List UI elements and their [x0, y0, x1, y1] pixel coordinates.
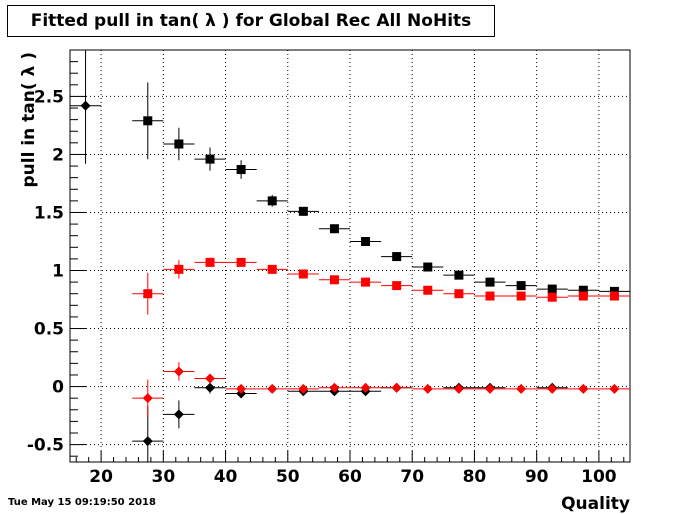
data-point	[142, 436, 153, 447]
x-axis-title: Quality	[561, 494, 630, 514]
y-tick-label: -0.5	[27, 436, 64, 456]
data-point	[578, 291, 588, 301]
data-point	[267, 383, 278, 394]
data-point	[516, 383, 527, 394]
data-point	[143, 116, 153, 126]
data-point	[361, 236, 371, 246]
data-point	[236, 165, 246, 175]
data-point	[80, 100, 91, 111]
data-point	[174, 139, 184, 149]
plot-frame	[69, 49, 631, 463]
data-point	[298, 383, 309, 394]
x-tick-label: 40	[214, 467, 238, 487]
x-tick-label: 30	[151, 467, 175, 487]
data-series	[70, 50, 630, 462]
data-point	[547, 292, 557, 302]
x-tick-label: 60	[338, 467, 362, 487]
data-point	[454, 270, 464, 280]
y-tick-label: 0	[52, 378, 64, 398]
data-point	[485, 383, 495, 394]
x-tick-label: 100	[581, 467, 617, 487]
data-point	[578, 285, 588, 295]
data-point	[516, 281, 526, 291]
x-tick-label: 20	[89, 467, 113, 487]
data-point	[423, 285, 433, 295]
x-tick-label: 80	[463, 467, 487, 487]
data-point	[329, 224, 339, 234]
data-point	[361, 277, 371, 287]
data-point	[423, 262, 433, 272]
data-point	[453, 383, 464, 394]
y-tick-label: 1	[52, 262, 64, 282]
data-point	[205, 382, 215, 393]
data-point	[142, 393, 153, 404]
series-1	[132, 82, 630, 296]
series-2	[132, 257, 630, 315]
data-point	[485, 291, 495, 301]
data-point	[516, 291, 526, 301]
data-point	[609, 286, 619, 296]
y-tick-label: 2.5	[34, 87, 64, 107]
data-point	[267, 196, 277, 206]
y-axis-title: pull in tan( λ )	[19, 52, 39, 188]
data-point	[236, 383, 247, 394]
data-point	[205, 154, 215, 164]
series-3	[70, 50, 568, 462]
data-point	[267, 264, 277, 274]
y-tick-label: 2	[52, 145, 64, 165]
data-point	[205, 257, 215, 267]
y-tick-label: 0.5	[34, 320, 64, 340]
data-point	[547, 383, 558, 394]
data-point	[298, 206, 308, 216]
data-point	[391, 382, 402, 393]
data-point	[392, 281, 402, 291]
data-point	[485, 277, 495, 287]
data-point	[173, 409, 184, 420]
timestamp: Tue May 15 09:19:50 2018	[8, 497, 156, 508]
x-tick-label: 50	[276, 467, 300, 487]
x-tick-label: 70	[400, 467, 424, 487]
data-point	[174, 264, 184, 274]
data-point	[609, 291, 619, 301]
data-point	[173, 366, 184, 377]
data-point	[392, 252, 402, 262]
data-point	[609, 383, 620, 394]
data-point	[547, 284, 557, 294]
chart-title: Fitted pull in tan( λ ) for Global Rec A…	[7, 5, 495, 37]
data-point	[422, 383, 433, 394]
x-tick-label: 90	[525, 467, 549, 487]
series-4	[132, 362, 630, 417]
data-point	[329, 275, 339, 285]
data-point	[329, 382, 340, 393]
grid-lines	[70, 50, 630, 462]
data-point	[143, 289, 153, 299]
y-tick-label: 1.5	[34, 203, 64, 223]
data-point	[578, 383, 589, 394]
data-point	[360, 382, 371, 393]
data-point	[205, 373, 215, 384]
data-point	[298, 269, 308, 279]
data-point	[454, 289, 464, 299]
axis-ticks: 20 30 40 50 60 70 80 90 100 -0.5 0 0.5 1 1.5 2 2.5	[27, 61, 625, 487]
data-point	[236, 257, 246, 267]
